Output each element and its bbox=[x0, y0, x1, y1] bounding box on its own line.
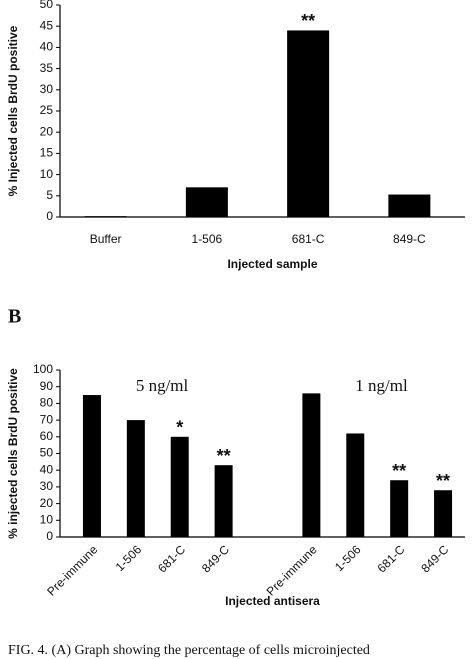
y-tick-label: 40 bbox=[40, 462, 54, 476]
bar bbox=[434, 490, 453, 537]
bar bbox=[388, 194, 431, 217]
y-tick-label: 90 bbox=[40, 379, 54, 393]
y-tick-label: 100 bbox=[33, 362, 53, 376]
significance-mark: * bbox=[176, 418, 183, 438]
significance-mark: ** bbox=[436, 471, 450, 491]
y-tick-label: 10 bbox=[40, 512, 54, 526]
y-tick-label: 30 bbox=[40, 479, 54, 493]
bar bbox=[390, 480, 409, 537]
x-tick-label: 681-C bbox=[375, 542, 408, 575]
y-tick-label: 15 bbox=[40, 146, 54, 160]
x-axis-label: Injected sample bbox=[227, 257, 317, 271]
y-tick-label: 20 bbox=[40, 496, 54, 510]
x-axis-label: Injected antisera bbox=[225, 594, 320, 608]
x-tick-label: 849-C bbox=[418, 542, 451, 575]
y-tick-label: 25 bbox=[40, 103, 54, 117]
x-tick-label: 849-C bbox=[393, 232, 426, 246]
y-tick-label: 70 bbox=[40, 412, 54, 426]
caption: FIG. 4. (A) Graph showing the percentage… bbox=[8, 643, 370, 658]
y-tick-label: 60 bbox=[40, 429, 54, 443]
y-axis-label: % Injected cells BrdU positive bbox=[6, 25, 20, 196]
y-tick-label: 10 bbox=[40, 167, 54, 181]
x-tick-label: Pre-immune bbox=[44, 542, 100, 598]
y-tick-label: 35 bbox=[40, 61, 54, 75]
y-tick-label: 30 bbox=[40, 82, 54, 96]
x-tick-label: Pre-immune bbox=[264, 542, 320, 598]
x-tick-label: Buffer bbox=[90, 232, 122, 246]
bar bbox=[346, 433, 365, 537]
y-tick-label: 40 bbox=[40, 40, 54, 54]
group-label: 1 ng/ml bbox=[355, 376, 408, 395]
x-tick-label: 681-C bbox=[292, 232, 325, 246]
y-tick-label: 50 bbox=[40, 0, 54, 11]
y-axis-label: % injected cells BrdU positive bbox=[6, 368, 20, 539]
bar bbox=[214, 465, 233, 537]
y-tick-label: 0 bbox=[46, 529, 53, 543]
bar bbox=[287, 30, 330, 217]
y-tick-label: 20 bbox=[40, 124, 54, 138]
group-label: 5 ng/ml bbox=[136, 376, 189, 395]
x-tick-label: 1-506 bbox=[113, 542, 145, 574]
bar bbox=[170, 436, 189, 537]
y-tick-label: 0 bbox=[46, 209, 53, 223]
x-tick-label: 1-506 bbox=[192, 232, 223, 246]
significance-mark: ** bbox=[301, 11, 315, 31]
y-tick-label: 45 bbox=[40, 18, 54, 32]
significance-mark: ** bbox=[392, 461, 406, 481]
bar bbox=[82, 395, 101, 537]
x-tick-label: 1-506 bbox=[332, 542, 364, 574]
bar bbox=[185, 187, 228, 217]
bar bbox=[84, 216, 127, 217]
y-tick-label: 50 bbox=[40, 446, 54, 460]
x-tick-label: 849-C bbox=[199, 542, 232, 575]
panel-label: B bbox=[8, 306, 21, 328]
bar bbox=[126, 420, 145, 537]
bar bbox=[302, 393, 321, 537]
y-tick-label: 80 bbox=[40, 396, 54, 410]
significance-mark: ** bbox=[217, 446, 231, 466]
x-tick-label: 681-C bbox=[155, 542, 188, 575]
y-tick-label: 5 bbox=[46, 188, 53, 202]
